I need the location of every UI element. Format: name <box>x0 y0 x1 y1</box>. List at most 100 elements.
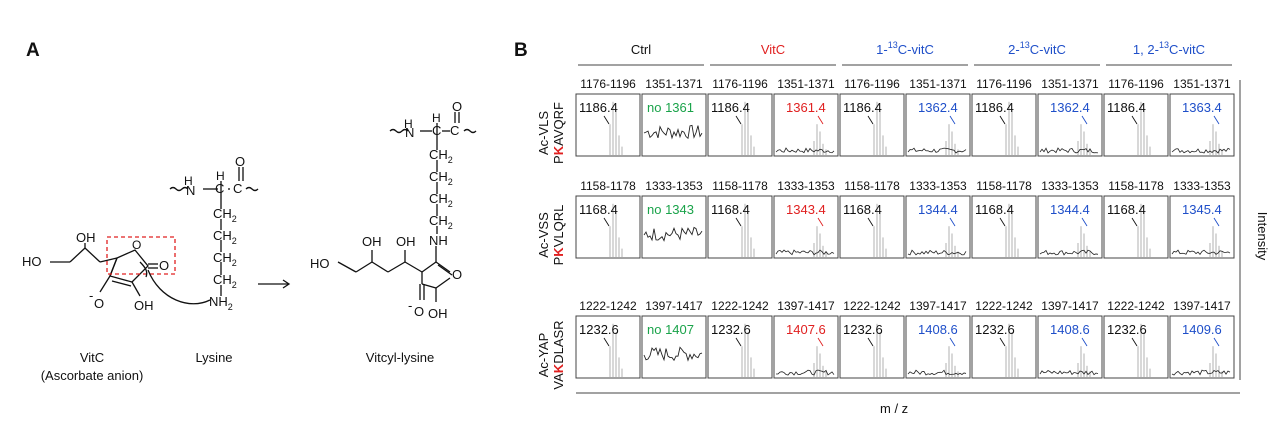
peak-pointer <box>1213 115 1220 125</box>
mz-range-label: 1222-1242 <box>711 299 769 313</box>
peak-pointer <box>1213 337 1220 347</box>
mz-range-label: 1351-1371 <box>645 77 703 91</box>
spectrum-box <box>1103 315 1169 379</box>
peak-pointer <box>999 217 1006 227</box>
svg-text:CH2: CH2 <box>213 250 237 268</box>
spectrum-noise <box>643 124 703 140</box>
peak-mass-label: 1343.4 <box>786 202 826 217</box>
peak-pointer <box>735 337 742 347</box>
peak-mass-label: 1168.4 <box>843 202 882 217</box>
peak-pointer <box>949 217 956 227</box>
mz-range-label: 1397-1417 <box>777 299 835 313</box>
spectrum-box <box>971 93 1037 157</box>
peak-pointer <box>817 337 824 347</box>
peak-mass-label: 1186.4 <box>711 100 750 115</box>
peak-pointer <box>1131 217 1138 227</box>
spectrum-box <box>773 93 839 157</box>
mz-range-label: 1176-1196 <box>580 77 636 91</box>
peak-mass-label: 1345.4 <box>1182 202 1222 217</box>
x-axis-label: m / z <box>880 401 908 416</box>
peak-mass-label: no 1361 <box>647 100 694 115</box>
peak-mass-label: 1186.4 <box>579 100 618 115</box>
peak-pointer <box>1081 217 1088 227</box>
panel-a: A OH HO O O - O OH VitC (Ascorbate a <box>22 40 477 383</box>
peak-pointer <box>1081 337 1088 347</box>
peak-mass-label: no 1343 <box>647 202 694 217</box>
peak-mass-label: 1344.4 <box>918 202 958 217</box>
spectrum-noise <box>775 147 835 154</box>
mz-range-label: 1333-1353 <box>909 179 967 193</box>
panel-b: B Ctrl VitC 1-13C-vitC 2-13C-vitC 1, 2-13C-v… <box>514 40 1270 416</box>
lysine-name: Lysine <box>195 350 232 365</box>
mz-range-label: 1397-1417 <box>909 299 967 313</box>
spectrum-box <box>971 315 1037 379</box>
spectrum-noise <box>907 369 967 376</box>
spectrum-box <box>839 195 905 259</box>
vitc-ring-o: O <box>132 238 141 252</box>
vitc-oh-top: OH <box>76 230 96 245</box>
spectrum-noise <box>907 147 967 154</box>
spectrum-box <box>1037 195 1103 259</box>
spectrum-box <box>707 93 773 157</box>
product-ho: HO <box>310 256 330 271</box>
mz-range-label: 1158-1178 <box>1108 179 1164 193</box>
spectrum-box <box>905 93 971 157</box>
condition-headers: Ctrl VitC 1-13C-vitC 2-13C-vitC 1, 2-13C-vit… <box>578 40 1232 66</box>
spectrum-box <box>1103 195 1169 259</box>
spectrum-box <box>1169 93 1235 157</box>
spectrum-box <box>905 195 971 259</box>
peptide-line1: Ac-VSS <box>536 212 551 258</box>
peak-mass-label: 1186.4 <box>1107 100 1146 115</box>
spectrum-box <box>1037 93 1103 157</box>
spectrum-box <box>575 315 641 379</box>
mz-range-label: 1351-1371 <box>1041 77 1099 91</box>
peak-pointer <box>603 115 610 125</box>
mz-range-label: 1397-1417 <box>645 299 703 313</box>
peak-mass-label: 1344.4 <box>1050 202 1090 217</box>
peak-mass-label: 1408.6 <box>918 322 958 337</box>
lysine-c-carbonyl: C <box>233 181 242 196</box>
spectrum-box <box>773 195 839 259</box>
spectrum-box <box>707 195 773 259</box>
lysine-chain-labels: CH2 CH2 CH2 CH2 NH2 <box>209 206 237 312</box>
spectrum-box <box>575 195 641 259</box>
peak-mass-label: 1186.4 <box>975 100 1014 115</box>
y-axis-label: Intensity <box>1255 212 1270 261</box>
lysine-o: O <box>235 154 245 169</box>
mz-range-label: 1158-1178 <box>844 179 900 193</box>
peak-mass-label: 1232.6 <box>1107 322 1147 337</box>
spectrum-noise <box>1039 370 1099 376</box>
mz-range-label: 1158-1178 <box>712 179 768 193</box>
peptide-line2: PKAVQRF <box>551 102 566 164</box>
spectrum-box <box>641 315 707 379</box>
svg-text:CH2: CH2 <box>429 191 453 209</box>
mz-range-label: 1176-1196 <box>844 77 900 91</box>
peak-pointer <box>867 115 874 125</box>
spectrum-noise <box>1039 147 1099 154</box>
peak-pointer <box>603 217 610 227</box>
peak-pointer <box>817 115 824 125</box>
spectrum-noise <box>775 249 835 256</box>
peak-mass-label: 1168.4 <box>1107 202 1146 217</box>
peak-mass-label: 1407.6 <box>786 322 826 337</box>
vitcyl-lysine-structure <box>337 112 477 302</box>
vitc-ho-left: HO <box>22 254 42 269</box>
peak-pointer <box>867 337 874 347</box>
peak-pointer <box>1213 217 1220 227</box>
modified-lysine: K <box>551 363 566 373</box>
vitc-subtitle: (Ascorbate anion) <box>41 368 144 383</box>
reaction-arrow <box>258 279 291 289</box>
condition-header-4: 1, 2-13C-vitC <box>1133 40 1205 57</box>
peak-pointer <box>817 217 824 227</box>
product-h: H <box>404 117 413 131</box>
product-h-alpha: H <box>432 111 441 125</box>
peak-pointer <box>999 337 1006 347</box>
mz-range-label: 1158-1178 <box>580 179 636 193</box>
peak-pointer <box>1081 115 1088 125</box>
mz-range-label: 1176-1196 <box>1108 77 1164 91</box>
vitc-minus: - <box>89 288 93 303</box>
svg-text:CH2: CH2 <box>213 228 237 246</box>
